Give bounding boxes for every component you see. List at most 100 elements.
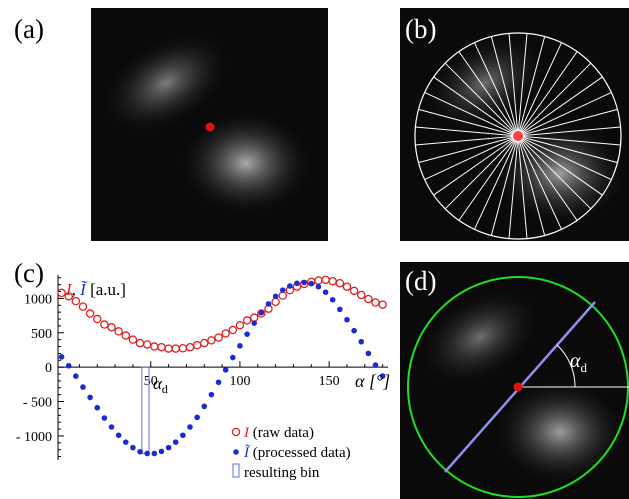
y-tick-label: 0	[45, 361, 52, 376]
processed-data-point	[329, 296, 336, 303]
processed-data-point	[165, 444, 172, 451]
raw-data-point	[150, 342, 159, 351]
processed-data-point	[265, 301, 272, 307]
processed-data-point	[158, 448, 165, 455]
raw-data-point	[78, 302, 88, 311]
y-tick-label: - 1000	[16, 430, 52, 445]
processed-data-point	[379, 373, 386, 379]
processed-data-point	[172, 439, 179, 445]
processed-data-point	[201, 403, 208, 410]
raw-data-point	[142, 340, 152, 349]
processed-data-point	[365, 350, 372, 357]
raw-data-point	[64, 292, 73, 301]
legend-raw-marker	[231, 427, 241, 437]
panel-label-b: (b)	[405, 14, 437, 44]
y-tick-label: 500	[31, 327, 52, 342]
processed-data-point	[337, 306, 343, 313]
raw-data-point	[71, 296, 81, 306]
panel-label-c: (c)	[14, 258, 44, 288]
raw-data-point	[349, 286, 359, 296]
processed-data-point	[258, 310, 265, 316]
processed-data-point	[301, 279, 307, 286]
x-tick-label: 50	[144, 374, 158, 389]
raw-data-point	[278, 291, 288, 300]
processed-data-point	[322, 289, 329, 295]
processed-data-point	[344, 316, 350, 323]
legend-raw-label: I (raw data)	[243, 425, 314, 441]
processed-data-point	[251, 320, 258, 326]
raw-data-point	[192, 340, 202, 350]
processed-data-point	[287, 283, 293, 289]
raw-data-point	[314, 276, 323, 285]
legend-processed-label: Ĩ (processed data)	[243, 444, 351, 461]
processed-data-point	[187, 424, 193, 430]
processed-data-point	[351, 327, 357, 334]
raw-data-point	[92, 314, 102, 324]
processed-data-point	[279, 287, 286, 293]
legend-bin-marker	[232, 463, 240, 478]
raw-data-point	[171, 344, 180, 353]
processed-data-point	[272, 293, 279, 300]
raw-data-point	[207, 336, 216, 345]
speckle-image-a	[91, 8, 328, 241]
raw-data-point	[228, 325, 238, 335]
speckle-image-b: (b)	[400, 8, 629, 241]
raw-data-point	[135, 338, 145, 348]
processed-data-point	[358, 338, 365, 345]
raw-data-point	[121, 331, 131, 340]
processed-data-point	[151, 450, 158, 457]
alpha-d-annotation: αd	[153, 374, 168, 396]
raw-data-point	[221, 329, 230, 338]
x-axis-label: α [°]	[355, 371, 390, 391]
raw-data-point	[178, 343, 188, 353]
processed-data-point	[308, 280, 315, 287]
processed-data-point	[108, 424, 115, 430]
raw-data-point	[242, 316, 252, 325]
processed-data-point	[194, 414, 200, 421]
legend-processed-marker	[233, 449, 239, 455]
processed-data-point	[215, 379, 222, 386]
y-tick-label: 1000	[24, 292, 52, 307]
raw-data-point	[335, 279, 345, 288]
angle-arc	[556, 344, 576, 388]
y-tick-label: - 500	[23, 396, 52, 411]
raw-data-point	[235, 320, 245, 330]
processed-data-point	[80, 384, 86, 390]
processed-data-point	[244, 331, 250, 337]
processed-data-point	[130, 444, 136, 451]
processed-data-point	[180, 432, 186, 439]
center-marker-b	[513, 131, 523, 141]
processed-data-point	[230, 354, 236, 361]
raw-data-point	[85, 309, 95, 318]
raw-data-point	[164, 344, 173, 353]
processed-data-point	[144, 450, 150, 457]
raw-data-point	[342, 282, 352, 291]
raw-data-point	[364, 294, 373, 304]
processed-data-point	[73, 373, 79, 379]
raw-data-point	[356, 290, 366, 300]
processed-data-point	[65, 362, 72, 369]
x-tick-label: 100	[229, 374, 250, 389]
raw-data-point	[328, 276, 337, 286]
raw-data-point	[321, 275, 330, 285]
processed-data-point	[115, 432, 122, 439]
raw-data-point	[128, 335, 138, 344]
raw-data-point	[200, 338, 209, 348]
legend-bin-label: resulting bin	[244, 465, 320, 481]
raw-data-point	[249, 313, 259, 322]
chart-c: 1000 500 0 - 500 - 1000 50 100 150 I, Ĩ [a.u.] α…	[16, 275, 390, 481]
raw-data-point	[57, 288, 66, 298]
x-tick-label: 150	[319, 374, 340, 389]
processed-data-point	[58, 354, 65, 360]
angle-label-d: αd	[570, 350, 587, 375]
raw-data-point	[257, 309, 266, 318]
raw-data-point	[185, 342, 195, 352]
processed-data-point	[94, 404, 101, 411]
processed-data-point	[101, 415, 108, 421]
raw-data-point	[371, 298, 380, 307]
y-axis-label: I, Ĩ [a.u.]	[65, 280, 126, 299]
processed-data-point	[122, 439, 129, 445]
processed-data-point	[137, 448, 143, 455]
raw-data-point	[271, 297, 280, 307]
raw-data-point	[107, 323, 116, 332]
